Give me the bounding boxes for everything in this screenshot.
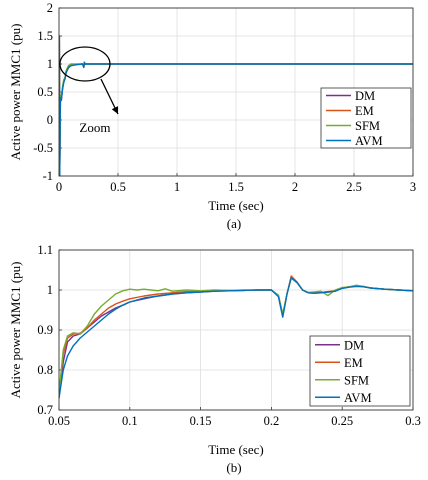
- x-tick-label: 0.25: [331, 414, 353, 428]
- zoom-annotation-label: Zoom: [79, 120, 110, 135]
- y-tick-label: 0.8: [37, 363, 53, 377]
- y-tick-label: 0.9: [37, 323, 53, 337]
- panel-b-chart: 0.05 0.1 0.15 0.2 0.25 0.3 0.7 0.8 0.9 1 1.1 Time (…: [8, 243, 421, 475]
- y-tick-label: 1: [47, 57, 53, 71]
- x-axis-label: Time (sec): [208, 198, 264, 213]
- y-tick-label: -0.5: [33, 141, 53, 155]
- series-line-avm: [59, 277, 413, 399]
- legend-box: [309, 335, 411, 407]
- panel-caption: (b): [226, 460, 241, 475]
- legend: DM EM SFM AVM: [309, 335, 411, 407]
- x-tick-label: 0.1: [122, 414, 138, 428]
- x-tick-label: 0: [56, 180, 62, 194]
- x-tick-label: 3: [410, 180, 416, 194]
- x-tick-label: 0.15: [190, 414, 212, 428]
- axes-frame: [58, 7, 414, 177]
- legend-label-sfm: SFM: [355, 119, 380, 133]
- x-tick-label: 2: [292, 180, 298, 194]
- y-tick-label: -1: [43, 169, 53, 183]
- x-tick-label: 0.2: [264, 414, 280, 428]
- y-axis-label: Active power MMC1 (pu): [8, 262, 23, 399]
- series-line-avm: [59, 35, 413, 176]
- y-tick-label: 2: [47, 1, 53, 15]
- y-tick-label: 0.7: [37, 403, 53, 417]
- zoom-arrow-head: [111, 106, 119, 114]
- x-axis-label: Time (sec): [208, 442, 264, 457]
- y-tick-label: 1.1: [37, 243, 53, 257]
- x-tick-label: 2.5: [346, 180, 362, 194]
- y-tick-label: 0: [47, 113, 53, 127]
- x-tick-label: 1.5: [228, 180, 244, 194]
- x-tick-label: 0.3: [405, 414, 421, 428]
- y-axis-label: Active power MMC1 (pu): [8, 24, 23, 161]
- axes-frame: [58, 249, 414, 411]
- legend-label-dm: DM: [344, 338, 364, 352]
- zoom-annotation: Zoom: [59, 46, 119, 135]
- zoom-ellipse: [59, 46, 111, 82]
- series-group: [59, 275, 413, 399]
- y-tick-label: 1.5: [37, 29, 53, 43]
- panel-a-chart: 0 0.5 1 1.5 2 2.5 3 -1 -0.5 0 0.5 1 1.5 2 Time (sec) Ac…: [8, 1, 416, 231]
- y-tick-label: 1: [47, 283, 53, 297]
- legend-label-sfm: SFM: [344, 373, 369, 387]
- legend-box: [320, 87, 412, 149]
- legend-label-em: EM: [344, 356, 363, 370]
- y-tick-label: 0.5: [37, 85, 53, 99]
- series-group: [59, 35, 413, 176]
- x-tick-label: 1: [174, 180, 180, 194]
- panel-caption: (a): [227, 216, 241, 231]
- legend-label-em: EM: [355, 104, 374, 118]
- legend-label-avm: AVM: [344, 391, 372, 405]
- legend-label-avm: AVM: [355, 134, 383, 148]
- x-tick-label: 0.5: [110, 180, 126, 194]
- legend-label-dm: DM: [355, 89, 375, 103]
- x-tick-label: 0.05: [48, 414, 70, 428]
